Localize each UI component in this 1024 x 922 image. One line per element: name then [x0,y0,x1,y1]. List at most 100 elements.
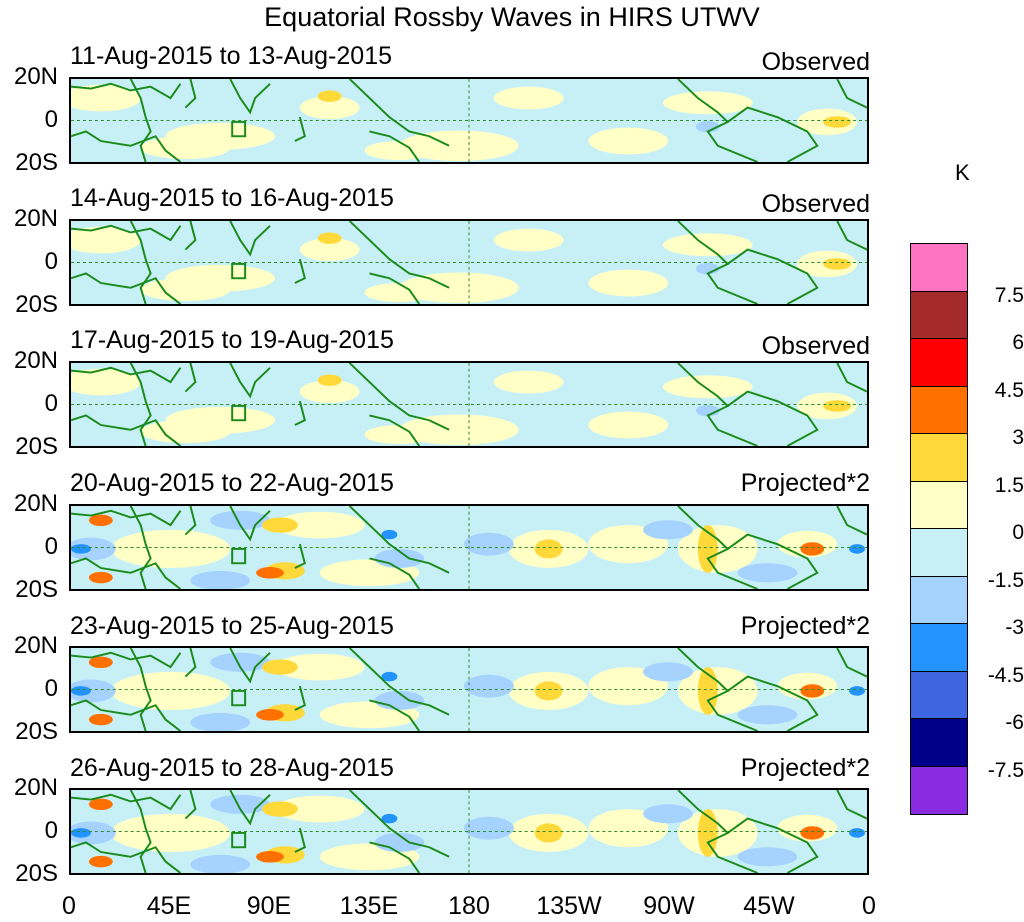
anomaly-contour [190,570,251,589]
coastline [129,79,152,162]
anomaly-contour [262,801,298,817]
coastline [294,400,306,426]
anomaly-contour [71,686,91,696]
coastline [129,506,152,589]
anomaly-contour [464,674,514,698]
panel-6-lat-0: 0 [44,817,58,844]
panel-5-lat-0: 0 [44,675,58,702]
coastline [184,648,197,678]
anomaly-contour [88,571,113,584]
panel-6-type: Projected*2 [740,754,870,782]
panel-1-lat-20n: 20N [13,63,58,90]
coastline [369,841,421,873]
coastline [836,648,867,678]
colorbar-label-neg3: -3 [1005,616,1024,639]
lon-label-180: 180 [448,892,490,920]
colorbar-box-5 [911,434,967,482]
panel-1-date: 11-Aug-2015 to 13-Aug-2015 [70,42,392,70]
panel-6-lat-20n: 20N [13,774,58,801]
anomaly-contour [317,374,342,386]
colorbar-box-1 [911,244,967,292]
figure-title: Equatorial Rossby Waves in HIRS UTWV [264,2,760,32]
anomaly-contour [643,804,693,824]
anomaly-contour [88,713,113,726]
panel-3-lat-20s: 20S [15,433,58,460]
coastline [369,557,421,589]
colorbar-unit: K [955,160,970,185]
coastline [294,685,306,711]
anomaly-contour [800,684,825,698]
anomaly-contour [534,681,563,701]
coastline [369,130,421,162]
anomaly-contour [256,709,284,721]
colorbar-label-3: 3 [1012,426,1024,449]
panel-3-date: 17-Aug-2015 to 19-Aug-2015 [70,326,394,354]
colorbar [910,243,968,815]
anomaly-contour [299,238,360,262]
anomaly-contour [823,258,852,270]
coastline [184,506,197,536]
colorbar-box-2 [911,291,967,339]
coastline [348,648,450,716]
coastline [348,363,450,431]
anomaly-contour [88,855,113,868]
panel-4-lat-20s: 20S [15,576,58,603]
anomaly-contour [643,520,693,540]
region-box [231,547,247,565]
panel-2-lat-0: 0 [44,248,58,275]
coastline [71,272,182,304]
colorbar-box-4 [911,386,967,434]
anomaly-contour [849,544,866,554]
anomaly-contour [256,567,284,579]
anomaly-contour [823,116,852,128]
anomaly-contour [71,84,141,112]
panel-3-lat-0: 0 [44,390,58,417]
coastline [727,533,819,589]
coastline [71,841,182,873]
coastline [348,79,450,147]
coastline [129,363,152,446]
coastline [229,79,271,115]
anomaly-contour [800,542,825,556]
coastline [129,221,152,304]
anomaly-contour [110,813,231,853]
anomaly-contour [190,854,251,873]
panel-2-date: 14-Aug-2015 to 16-Aug-2015 [70,184,394,212]
anomaly-contour [71,544,91,554]
coastline [71,557,182,589]
lon-label-0-end: 0 [862,892,876,920]
anomaly-contour [140,278,231,302]
colorbar-label-0: 0 [1012,521,1024,544]
anomaly-contour [464,532,514,556]
anomaly-contour [256,851,284,863]
panel-6-date: 26-Aug-2015 to 28-Aug-2015 [70,754,394,782]
coastline [727,106,819,162]
coastline [836,506,867,536]
anomaly-contour [274,653,365,681]
panel-3-lat-20n: 20N [13,347,58,374]
anomaly-contour [849,686,866,696]
panel-3-type: Observed [761,332,870,360]
colorbar-box-6 [911,481,967,529]
anomaly-contour [71,679,116,703]
anomaly-contour [71,226,141,254]
anomaly-contour [663,375,753,399]
coastline [71,509,182,527]
colorbar-box-11 [911,719,967,767]
coastline [727,817,819,873]
panel-1-type: Observed [761,48,870,76]
coastline [727,390,819,446]
anomaly-contour [140,136,231,160]
coastline [294,543,306,569]
colorbar-box-8 [911,576,967,624]
lon-label-0: 0 [62,892,76,920]
anomaly-contour [299,380,360,404]
colorbar-label-neg4.5: -4.5 [987,664,1024,687]
colorbar-label-neg6: -6 [1005,711,1024,734]
panel-5-lat-20n: 20N [13,632,58,659]
coastline [348,790,450,858]
coastline [129,648,152,731]
coastline [71,793,182,811]
coastline [369,272,421,304]
panel-1-lat-0: 0 [44,106,58,133]
